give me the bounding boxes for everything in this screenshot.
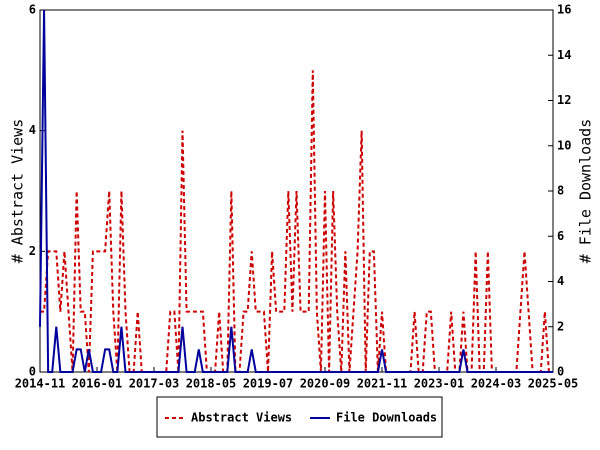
x-tick-label: 2014-11 (15, 377, 66, 391)
y-tick-label: 2 (29, 244, 36, 258)
y2-tick-label: 0 (557, 365, 564, 379)
series-line (40, 70, 553, 373)
y-tick-label: 4 (29, 123, 36, 137)
y2-tick-label: 14 (557, 48, 571, 62)
x-tick-label: 2023-01 (414, 377, 465, 391)
y2-tick-label: 10 (557, 138, 571, 152)
y2-tick-label: 2 (557, 319, 564, 333)
legend (156, 396, 443, 438)
y2-tick-label: 8 (557, 184, 564, 198)
y-tick-label: 0 (29, 365, 36, 379)
legend-label: Abstract Views (191, 411, 292, 425)
x-tick-label: 2024-03 (471, 377, 522, 391)
x-tick-label: 2019-07 (243, 377, 294, 391)
x-tick-label: 2021-11 (357, 377, 408, 391)
x-tick-label: 2018-05 (186, 377, 237, 391)
y2-tick-label: 6 (557, 229, 564, 243)
x-tick-label: 2025-05 (528, 377, 579, 391)
x-tick-label: 2020-09 (300, 377, 351, 391)
y2-tick-label: 4 (557, 274, 564, 288)
y2-tick-label: 16 (557, 3, 571, 17)
legend-label: File Downloads (336, 411, 437, 425)
y-tick-label: 6 (29, 3, 36, 17)
y2-axis-label: # File Downloads (577, 119, 595, 264)
series-line (39, 9, 553, 373)
x-tick-label: 2016-01 (72, 377, 123, 391)
y2-tick-label: 12 (557, 93, 571, 107)
y-axis-label: # Abstract Views (9, 119, 27, 264)
x-tick-label: 2017-03 (129, 377, 180, 391)
